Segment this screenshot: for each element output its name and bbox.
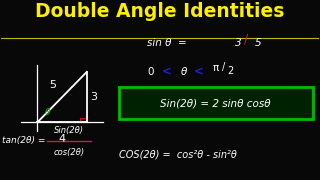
Text: π: π: [212, 62, 219, 73]
Text: <: <: [194, 66, 203, 78]
Text: 5: 5: [49, 80, 56, 90]
Text: <: <: [162, 66, 172, 78]
Text: Sin(2θ): Sin(2θ): [54, 126, 84, 135]
Bar: [119, 87, 313, 119]
Text: 4: 4: [59, 134, 66, 144]
Text: tan(2θ) =: tan(2θ) =: [2, 136, 46, 145]
Bar: [80, 118, 87, 122]
Text: θ: θ: [181, 67, 187, 77]
Text: /: /: [222, 62, 225, 72]
Text: 5: 5: [255, 38, 261, 48]
Text: θ: θ: [44, 108, 50, 117]
Text: cos(2θ): cos(2θ): [54, 148, 85, 157]
Text: Double Angle Identities: Double Angle Identities: [35, 2, 285, 21]
Text: 0: 0: [147, 67, 154, 77]
Text: COS(2θ) =  cos²θ - sin²θ: COS(2θ) = cos²θ - sin²θ: [119, 150, 236, 160]
Text: 3: 3: [235, 38, 242, 48]
Text: Sin(2θ) = 2 sinθ cosθ: Sin(2θ) = 2 sinθ cosθ: [160, 98, 271, 108]
Text: 2: 2: [228, 66, 234, 76]
Text: sin θ  =: sin θ =: [147, 38, 194, 48]
Text: /: /: [244, 32, 249, 45]
Text: 3: 3: [91, 92, 98, 102]
